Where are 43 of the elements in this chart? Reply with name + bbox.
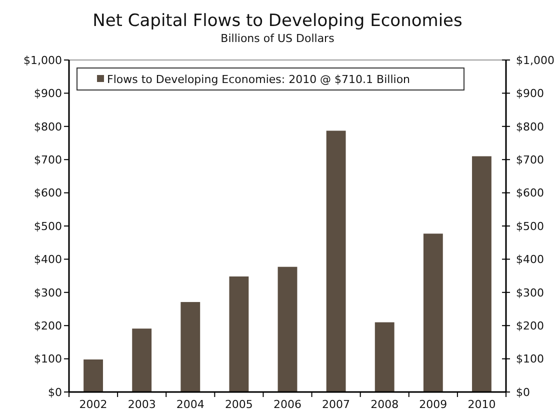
bar — [278, 266, 298, 392]
y2-tick-label: $900 — [516, 87, 544, 100]
y-tick-label: $0 — [48, 386, 62, 399]
y2-tick-label: $200 — [516, 319, 544, 332]
bar — [374, 322, 394, 392]
y-tick-label: $200 — [34, 319, 62, 332]
chart-subtitle: Billions of US Dollars — [220, 32, 335, 45]
y-tick-label: $100 — [34, 352, 62, 366]
x-tick-label: 2005 — [224, 398, 253, 411]
legend-label: Flows to Developing Economies: 2010 @ $710.1 Billion — [107, 72, 410, 86]
bar — [84, 359, 103, 392]
y2-tick-label: $300 — [516, 286, 544, 300]
y-tick-label: $900 — [34, 87, 62, 100]
y2-tick-label: $0 — [516, 386, 530, 399]
chart-title: Net Capital Flows to Developing Economies — [92, 11, 463, 31]
x-tick-label: 2010 — [468, 398, 496, 411]
y-tick-label: $400 — [34, 253, 62, 266]
y-tick-label: $1,000 — [24, 54, 62, 67]
bar — [472, 156, 492, 392]
y2-tick-label: $700 — [516, 153, 544, 166]
bar — [326, 130, 346, 392]
y2-tick-label: $400 — [516, 253, 544, 266]
bar — [229, 276, 249, 392]
bar — [132, 328, 152, 392]
bar — [423, 234, 443, 392]
y-tick-label: $600 — [34, 186, 62, 200]
y-tick-label: $800 — [34, 120, 62, 134]
x-tick-label: 2002 — [79, 398, 108, 411]
bar — [180, 302, 200, 392]
y2-tick-label: $1,000 — [516, 54, 554, 67]
y2-tick-label: $600 — [516, 186, 544, 200]
x-tick-label: 2006 — [274, 398, 302, 411]
y2-tick-label: $500 — [516, 220, 544, 233]
x-tick-label: 2008 — [370, 398, 399, 411]
y-tick-label: $500 — [34, 220, 62, 233]
x-tick-label: 2007 — [322, 398, 350, 411]
y-tick-label: $300 — [34, 286, 62, 300]
y-tick-label: $700 — [34, 153, 62, 166]
x-tick-label: 2004 — [176, 398, 204, 411]
x-tick-label: 2003 — [128, 398, 156, 411]
y2-tick-label: $800 — [516, 120, 544, 134]
y2-tick-label: $100 — [516, 352, 544, 366]
x-tick-label: 2009 — [419, 398, 448, 411]
